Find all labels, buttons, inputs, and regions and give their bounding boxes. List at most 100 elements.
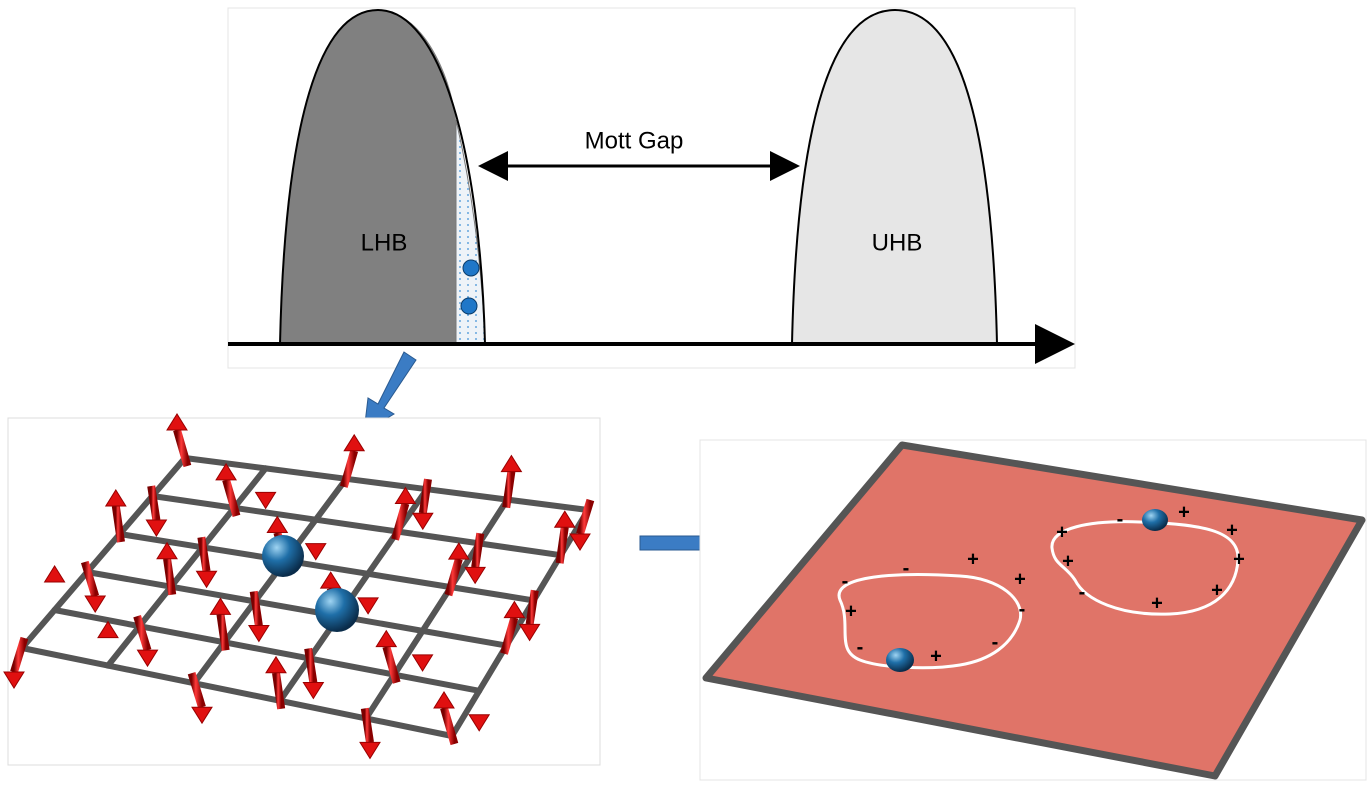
spin-head xyxy=(468,714,491,732)
lattice-bond xyxy=(182,455,269,472)
hole xyxy=(460,297,478,315)
lattice-bond xyxy=(51,569,91,613)
lhb-label: LHB xyxy=(361,229,408,256)
lattice-bond xyxy=(221,639,313,662)
spin-rod xyxy=(222,478,241,517)
spin-head xyxy=(209,597,232,615)
spin-rod xyxy=(500,616,519,655)
hole xyxy=(462,259,480,277)
spin-head xyxy=(359,741,381,760)
spin-rod xyxy=(525,589,539,626)
lattice-bond xyxy=(363,671,398,722)
spin-rod xyxy=(360,707,374,744)
lattice-bond xyxy=(394,528,483,547)
spin-head xyxy=(265,655,287,674)
spin-head xyxy=(433,691,455,709)
charge-sign: - xyxy=(1019,598,1026,620)
lattice-bond xyxy=(363,715,455,739)
spin-rod xyxy=(418,478,432,514)
lattice-bond xyxy=(306,655,398,678)
spin-rod xyxy=(197,536,211,572)
spin-head xyxy=(254,491,277,510)
hole-sphere xyxy=(315,588,359,632)
spin-head xyxy=(411,512,434,531)
lattice-bond xyxy=(343,475,430,493)
lattice-bond xyxy=(447,584,537,604)
spin-rod xyxy=(444,558,463,597)
charge-sign: + xyxy=(845,600,857,622)
lattice-bond xyxy=(391,671,483,694)
upper-band xyxy=(790,8,999,345)
charge-sign: - xyxy=(1079,581,1086,603)
lattice-bond xyxy=(277,697,369,722)
lattice-bond xyxy=(419,627,510,649)
lower-band-fill xyxy=(280,10,456,344)
charges: -- +++ -- +-+- +++ +- ++ xyxy=(842,501,1245,667)
spin-rod xyxy=(555,526,569,564)
gap-label: Mott Gap xyxy=(585,127,684,154)
spin-head xyxy=(195,570,218,589)
lattice-bond xyxy=(136,583,175,630)
domain-loop xyxy=(837,573,1023,670)
spin-rod xyxy=(576,498,595,536)
spin-rod xyxy=(502,471,516,509)
spin-head xyxy=(464,566,487,585)
spin-head xyxy=(447,542,470,560)
spin-head xyxy=(145,519,168,537)
hole-sphere xyxy=(1142,509,1168,531)
lattice-bond xyxy=(191,639,228,687)
spin-rod xyxy=(147,485,161,521)
spin-rod xyxy=(382,645,401,684)
charge-sign: - xyxy=(857,636,864,658)
lattice-bond xyxy=(262,465,350,482)
lattice-bond xyxy=(168,583,258,605)
spin-head xyxy=(304,543,327,561)
spin-head xyxy=(375,629,398,648)
spin-rod xyxy=(471,532,485,568)
spin-head xyxy=(156,541,178,560)
charge-sign: + xyxy=(1062,550,1074,572)
charge-sign: + xyxy=(1233,548,1245,570)
lattice-bond xyxy=(105,623,143,669)
charge-sign: + xyxy=(1226,519,1238,541)
lattice-bond xyxy=(84,531,123,575)
spin-head xyxy=(553,510,576,528)
spin-head xyxy=(411,654,434,672)
lattice-bond xyxy=(136,623,228,646)
spin-head xyxy=(518,623,541,642)
spin-head xyxy=(394,486,417,505)
spin-head xyxy=(97,620,119,639)
charge-sign: + xyxy=(930,645,942,667)
spin-rod xyxy=(440,706,459,746)
lattice-bond xyxy=(116,493,156,537)
spin-rod xyxy=(272,672,286,710)
spin-head xyxy=(266,515,289,534)
lattice-bond xyxy=(149,455,188,499)
spin-head xyxy=(104,489,127,507)
hole-sphere xyxy=(886,648,914,672)
lattice-bond xyxy=(277,655,313,704)
spin-head xyxy=(43,565,66,583)
spin-head xyxy=(569,533,591,551)
spin-rod xyxy=(216,613,230,651)
lattice-bond xyxy=(168,544,206,590)
charge-sign: + xyxy=(1211,579,1223,601)
lattice-bond xyxy=(19,645,111,669)
spin-rod xyxy=(111,505,125,543)
lattice-bond xyxy=(231,465,269,511)
lattice-bond xyxy=(476,642,510,694)
spin-head xyxy=(357,597,379,615)
spin-head xyxy=(136,649,159,668)
lattice-bond xyxy=(391,627,426,678)
spin-head xyxy=(3,671,25,689)
lattice-bond xyxy=(84,569,175,590)
spin-head xyxy=(84,595,107,613)
lattice-bond xyxy=(423,486,511,503)
spin-head xyxy=(166,413,188,431)
spin-head xyxy=(302,681,325,700)
spin-rod xyxy=(10,636,29,674)
spin-head xyxy=(215,462,237,481)
spin-lattice xyxy=(3,413,595,760)
